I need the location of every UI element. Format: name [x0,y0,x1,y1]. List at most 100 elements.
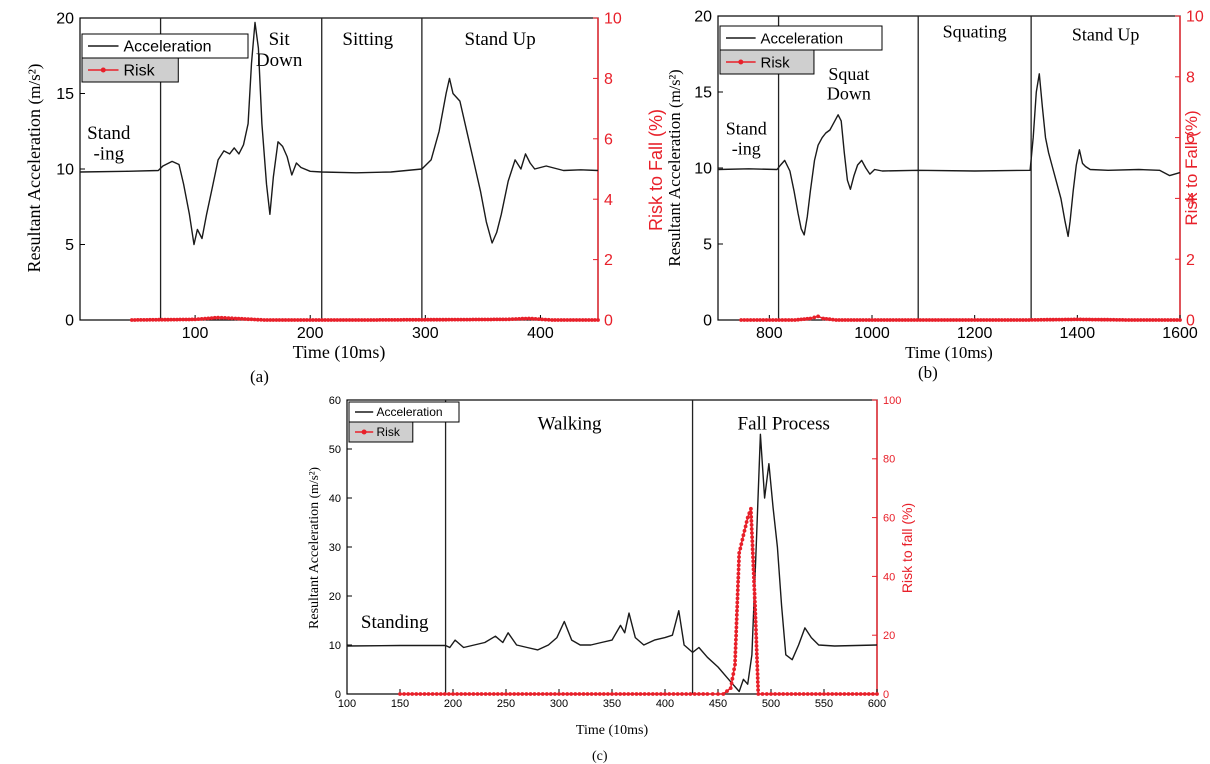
risk-point [474,317,478,322]
risk-point [837,318,841,322]
risk-point [401,317,406,322]
x-tick-label: 550 [815,698,833,710]
risk-point [927,318,932,322]
risk-point [501,317,505,322]
risk-point [852,318,856,322]
risk-point [906,318,911,322]
risk-point [996,318,1001,322]
risk-point [1175,318,1179,322]
risk-point [212,315,217,320]
risk-point [416,317,421,322]
legend-marker-risk [361,429,367,435]
risk-point [422,317,427,322]
risk-point [741,533,746,538]
risk-point [894,318,899,322]
risk-point [190,317,195,322]
x-tick-label: 100 [338,698,356,710]
risk-point [1045,317,1049,322]
risk-point [154,317,158,322]
risk-point [338,318,343,322]
x-axis-label: Time (10ms) [905,343,993,362]
risk-point [739,542,744,546]
risk-point [1081,317,1086,322]
risk-point [915,318,920,322]
risk-point [553,318,557,322]
risk-point [891,318,896,322]
risk-point [451,692,455,696]
risk-point [1163,318,1167,322]
risk-point [262,318,267,322]
risk-point [748,318,753,322]
risk-point [745,318,750,322]
risk-point [758,318,762,322]
risk-point [826,692,830,696]
risk-point [755,672,760,676]
risk-point [530,316,535,321]
risk-point [638,692,643,696]
risk-point [508,692,512,696]
y2-tick-label: 20 [883,630,895,642]
risk-point [813,692,818,696]
risk-point [145,318,149,322]
risk-point [752,595,757,600]
risk-point [818,692,822,696]
risk-point [812,315,817,320]
risk-point [556,318,560,322]
y2-axis-unit: (%) [1182,110,1201,136]
x-tick-label: 400 [527,325,554,342]
risk-point [733,642,738,646]
risk-point [495,317,499,322]
risk-point [206,316,211,321]
risk-point [975,318,980,322]
risk-point [793,692,798,696]
risk-point [736,571,741,576]
risk-point [565,692,570,696]
y-axis-label-text: Resultant Acceleration [307,498,322,629]
risk-point [1009,318,1013,322]
risk-point [442,692,447,696]
risk-point [732,667,736,672]
risk-point [705,692,710,696]
risk-point [1141,318,1146,322]
risk-point [667,692,672,696]
risk-point [753,615,758,620]
risk-point [754,652,759,656]
risk-point [855,318,859,322]
risk-point [785,692,790,696]
phase-label-line: -ing [93,144,124,165]
phase-label: Sit Down [256,29,303,71]
x-axis-label: Time (10ms) [576,723,649,738]
risk-point [298,318,303,322]
phase-label: Fall Process [738,413,830,434]
risk-point [323,318,327,322]
risk-point [735,588,740,592]
risk-point [900,318,905,322]
risk-point [754,648,759,652]
risk-point [761,318,766,322]
risk-point [912,318,917,322]
risk-point [745,515,750,520]
risk-point [999,318,1004,322]
risk-point [410,692,415,696]
risk-point [1111,317,1116,322]
y2-tick-label: 40 [883,571,895,583]
risk-point [418,692,423,696]
risk-point [1054,317,1059,322]
risk-point [532,692,537,696]
risk-point [793,318,797,322]
risk-point [601,692,606,696]
risk-point [1114,318,1119,322]
risk-point [135,318,140,322]
risk-point [223,316,227,320]
risk-point [854,692,859,696]
risk-point [735,600,740,605]
risk-point [536,692,541,696]
risk-point [365,318,370,322]
risk-point [193,317,198,322]
risk-point [430,692,435,696]
risk-point [945,318,950,322]
risk-point [550,318,554,322]
risk-point [888,318,893,322]
risk-point [1060,317,1065,322]
risk-point [565,318,570,322]
